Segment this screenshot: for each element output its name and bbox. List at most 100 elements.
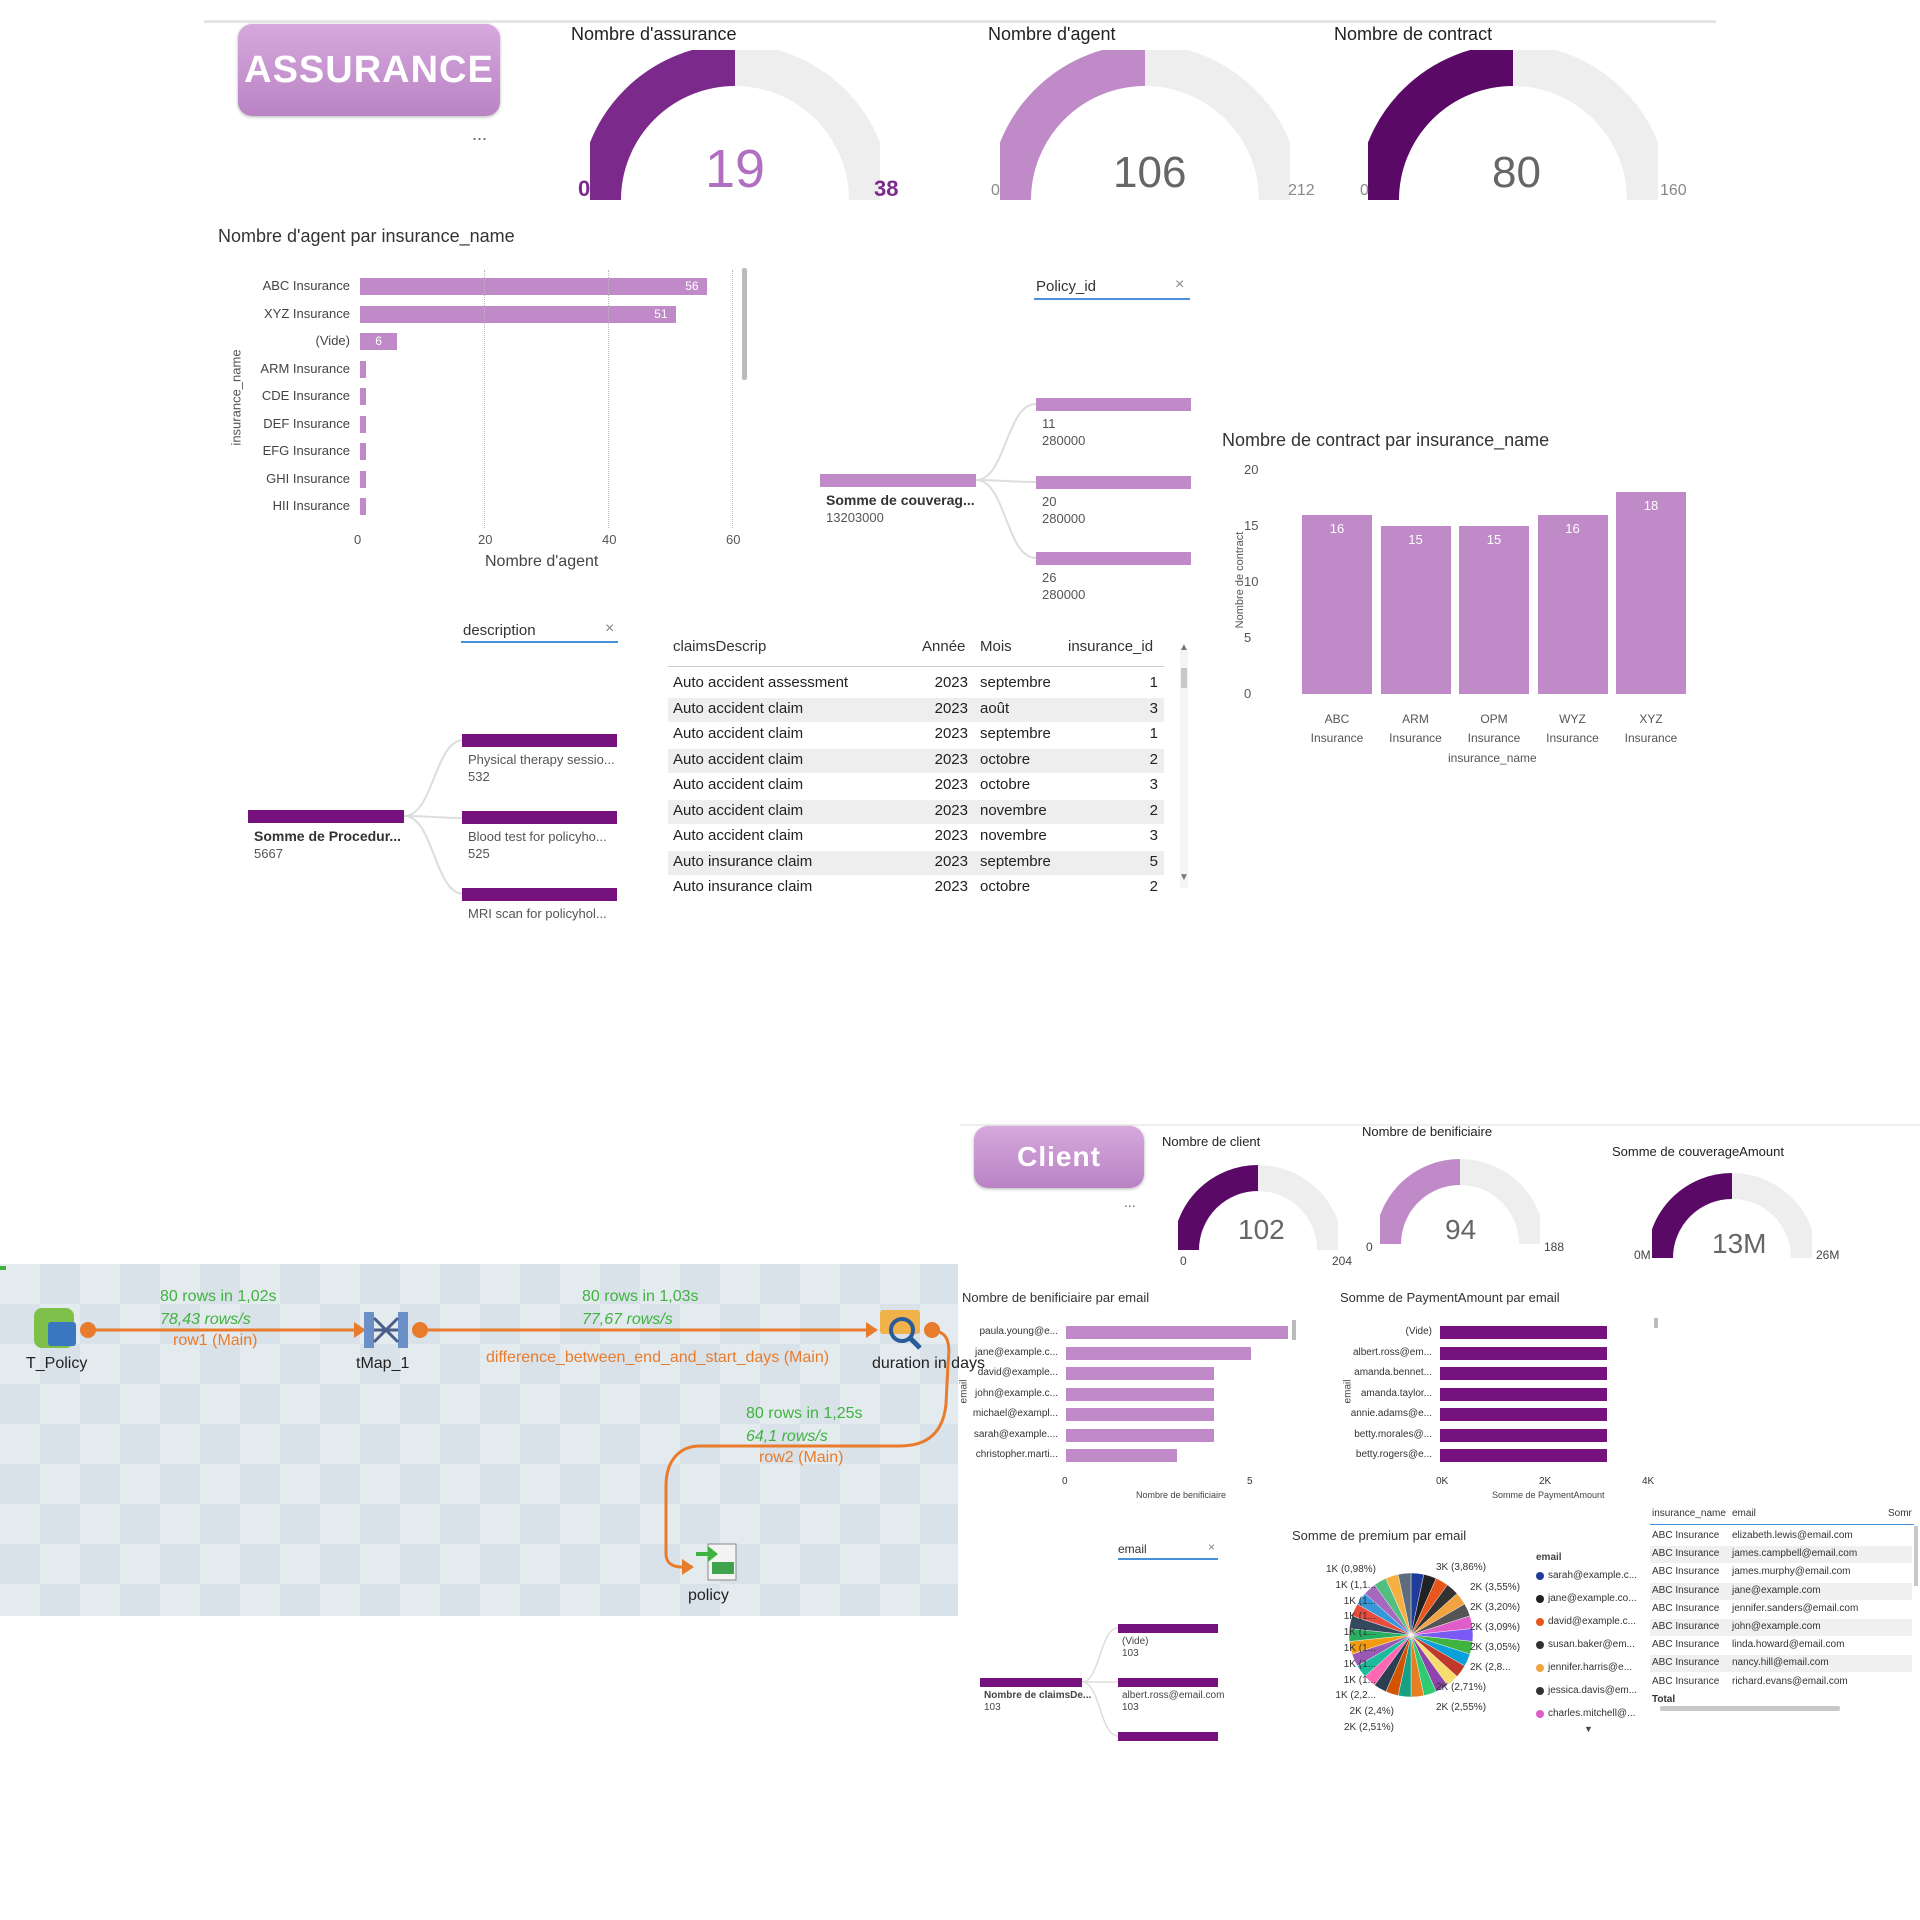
agent-bar[interactable] [360, 360, 367, 378]
table-cell: 2023 [934, 776, 968, 793]
pie-data-label: 3K (3,86%) [1436, 1562, 1487, 1573]
agent-bar[interactable] [360, 305, 677, 323]
procedure-node-bar[interactable] [462, 811, 617, 824]
claims-table-scrollbar[interactable] [1180, 648, 1188, 888]
gauge-coverage [1652, 1173, 1812, 1259]
legend-dot [1536, 1687, 1544, 1695]
procedure-node-bar[interactable] [462, 888, 617, 901]
description-slicer-label[interactable]: description [463, 622, 536, 639]
email-bar[interactable] [1066, 1326, 1288, 1339]
legend-label[interactable]: jessica.davis@em... [1548, 1685, 1638, 1696]
agent-bar[interactable] [360, 470, 367, 488]
column-header[interactable]: email [1732, 1508, 1756, 1519]
flow-name[interactable]: difference_between_end_and_start_days (M… [486, 1349, 830, 1366]
close-icon[interactable]: × [605, 620, 615, 637]
gauge-assurance [590, 50, 880, 201]
legend-scroll-down-icon[interactable]: ▼ [1584, 1724, 1593, 1734]
data-label: 16 [1329, 520, 1345, 536]
legend-label[interactable]: sarah@example.c... [1548, 1570, 1638, 1581]
agent-bar[interactable] [360, 415, 367, 433]
procedure-root-bar[interactable] [248, 810, 404, 823]
pie-slice[interactable] [1397, 1572, 1412, 1636]
email-bar[interactable] [1066, 1428, 1214, 1442]
table-cell: 2023 [934, 827, 968, 844]
payment-chart-scrollbar[interactable] [1654, 1318, 1658, 1328]
close-icon[interactable]: × [1175, 276, 1185, 293]
agent-bar[interactable] [360, 278, 708, 295]
agent-bar[interactable] [360, 498, 367, 515]
column-header[interactable]: insurance_name [1652, 1508, 1726, 1519]
column-header[interactable]: Année [922, 638, 966, 655]
coverage-node-bar[interactable] [1036, 398, 1191, 411]
benef-chart-scrollbar[interactable] [1292, 1320, 1296, 1340]
table-cell: Auto accident claim [673, 725, 804, 742]
scroll-down-icon[interactable]: ▼ [1179, 872, 1189, 883]
coverage-node-bar[interactable] [1036, 476, 1191, 489]
legend-label[interactable]: david@example.c... [1548, 1616, 1636, 1627]
table-hscrollbar[interactable] [1660, 1706, 1840, 1711]
gauge-title-contract: Nombre de contract [1334, 24, 1493, 44]
column-header[interactable]: insurance_id [1068, 638, 1154, 655]
procedure-node-bar[interactable] [462, 734, 617, 747]
email-bar[interactable] [1440, 1449, 1608, 1462]
column-header[interactable]: Mois [980, 638, 1012, 655]
log-row-icon[interactable] [878, 1308, 926, 1352]
table-row-bg [1650, 1655, 1912, 1673]
table-vscrollbar[interactable] [1914, 1526, 1918, 1586]
database-input-icon[interactable] [32, 1308, 80, 1352]
policy-slicer-label[interactable]: Policy_id [1036, 278, 1097, 295]
email-bar[interactable] [1066, 1367, 1214, 1380]
email-bar[interactable] [1066, 1346, 1251, 1360]
flow-name[interactable]: row1 (Main) [173, 1332, 258, 1349]
legend-label[interactable]: jane@example.co... [1548, 1593, 1637, 1604]
legend-label[interactable]: jennifer.harris@e... [1548, 1662, 1633, 1673]
column-header[interactable]: Somr [1888, 1508, 1912, 1519]
legend-label[interactable]: charles.mitchell@... [1548, 1708, 1636, 1719]
email-bar[interactable] [1440, 1408, 1608, 1421]
column-header[interactable]: claimsDescrip [673, 638, 767, 655]
email-bar[interactable] [1066, 1408, 1214, 1421]
email-slicer-label[interactable]: email [1118, 1542, 1147, 1556]
gauge-min: 0M [1634, 1248, 1651, 1262]
tmap-icon[interactable] [362, 1308, 410, 1352]
table-row-bg [668, 748, 1164, 773]
category-label: ABC Insurance [1310, 712, 1364, 745]
email-bar[interactable] [1066, 1449, 1177, 1462]
legend-dot [1536, 1641, 1544, 1649]
claims-node-bar[interactable] [1118, 1624, 1218, 1633]
table-cell: 2 [1149, 801, 1158, 819]
agent-bar[interactable] [360, 333, 398, 350]
coverage-root-bar[interactable] [820, 474, 976, 487]
email-bar[interactable] [1440, 1326, 1608, 1339]
claims-node-bar[interactable] [1118, 1732, 1218, 1741]
assurance-title-button[interactable]: ASSURANCE [238, 24, 500, 116]
agent-chart-scrollbar[interactable] [742, 268, 747, 380]
table-cell: 2 [1149, 878, 1158, 895]
contract-column[interactable] [1616, 492, 1686, 694]
contract-column[interactable] [1302, 514, 1372, 694]
tick-label: 10 [1244, 574, 1259, 589]
flow-name[interactable]: row2 (Main) [759, 1449, 844, 1466]
scroll-up-icon[interactable]: ▲ [1179, 642, 1189, 653]
contract-column[interactable] [1537, 514, 1608, 694]
email-bar[interactable] [1066, 1387, 1214, 1401]
email-bar[interactable] [1440, 1428, 1608, 1442]
more-options-icon[interactable]: ... [1124, 1194, 1136, 1210]
close-icon[interactable]: × [1208, 1540, 1216, 1554]
contract-column[interactable] [1459, 526, 1529, 694]
email-bar[interactable] [1440, 1367, 1608, 1380]
agent-bar[interactable] [360, 443, 367, 460]
client-title-button[interactable]: Client [974, 1126, 1144, 1188]
claims-node-bar[interactable] [1118, 1678, 1218, 1687]
table-cell: jennifer.sanders@email.com [1732, 1602, 1859, 1614]
excel-output-icon[interactable] [694, 1540, 742, 1584]
agent-bar[interactable] [360, 388, 367, 405]
legend-label[interactable]: susan.baker@em... [1548, 1639, 1635, 1650]
claims-root-bar[interactable] [980, 1678, 1082, 1687]
email-bar[interactable] [1440, 1346, 1608, 1360]
coverage-node-bar[interactable] [1036, 552, 1191, 565]
scrollbar-thumb[interactable] [1181, 668, 1187, 688]
contract-column[interactable] [1380, 526, 1451, 694]
email-bar[interactable] [1440, 1387, 1608, 1401]
more-options-icon[interactable]: ... [472, 124, 488, 144]
